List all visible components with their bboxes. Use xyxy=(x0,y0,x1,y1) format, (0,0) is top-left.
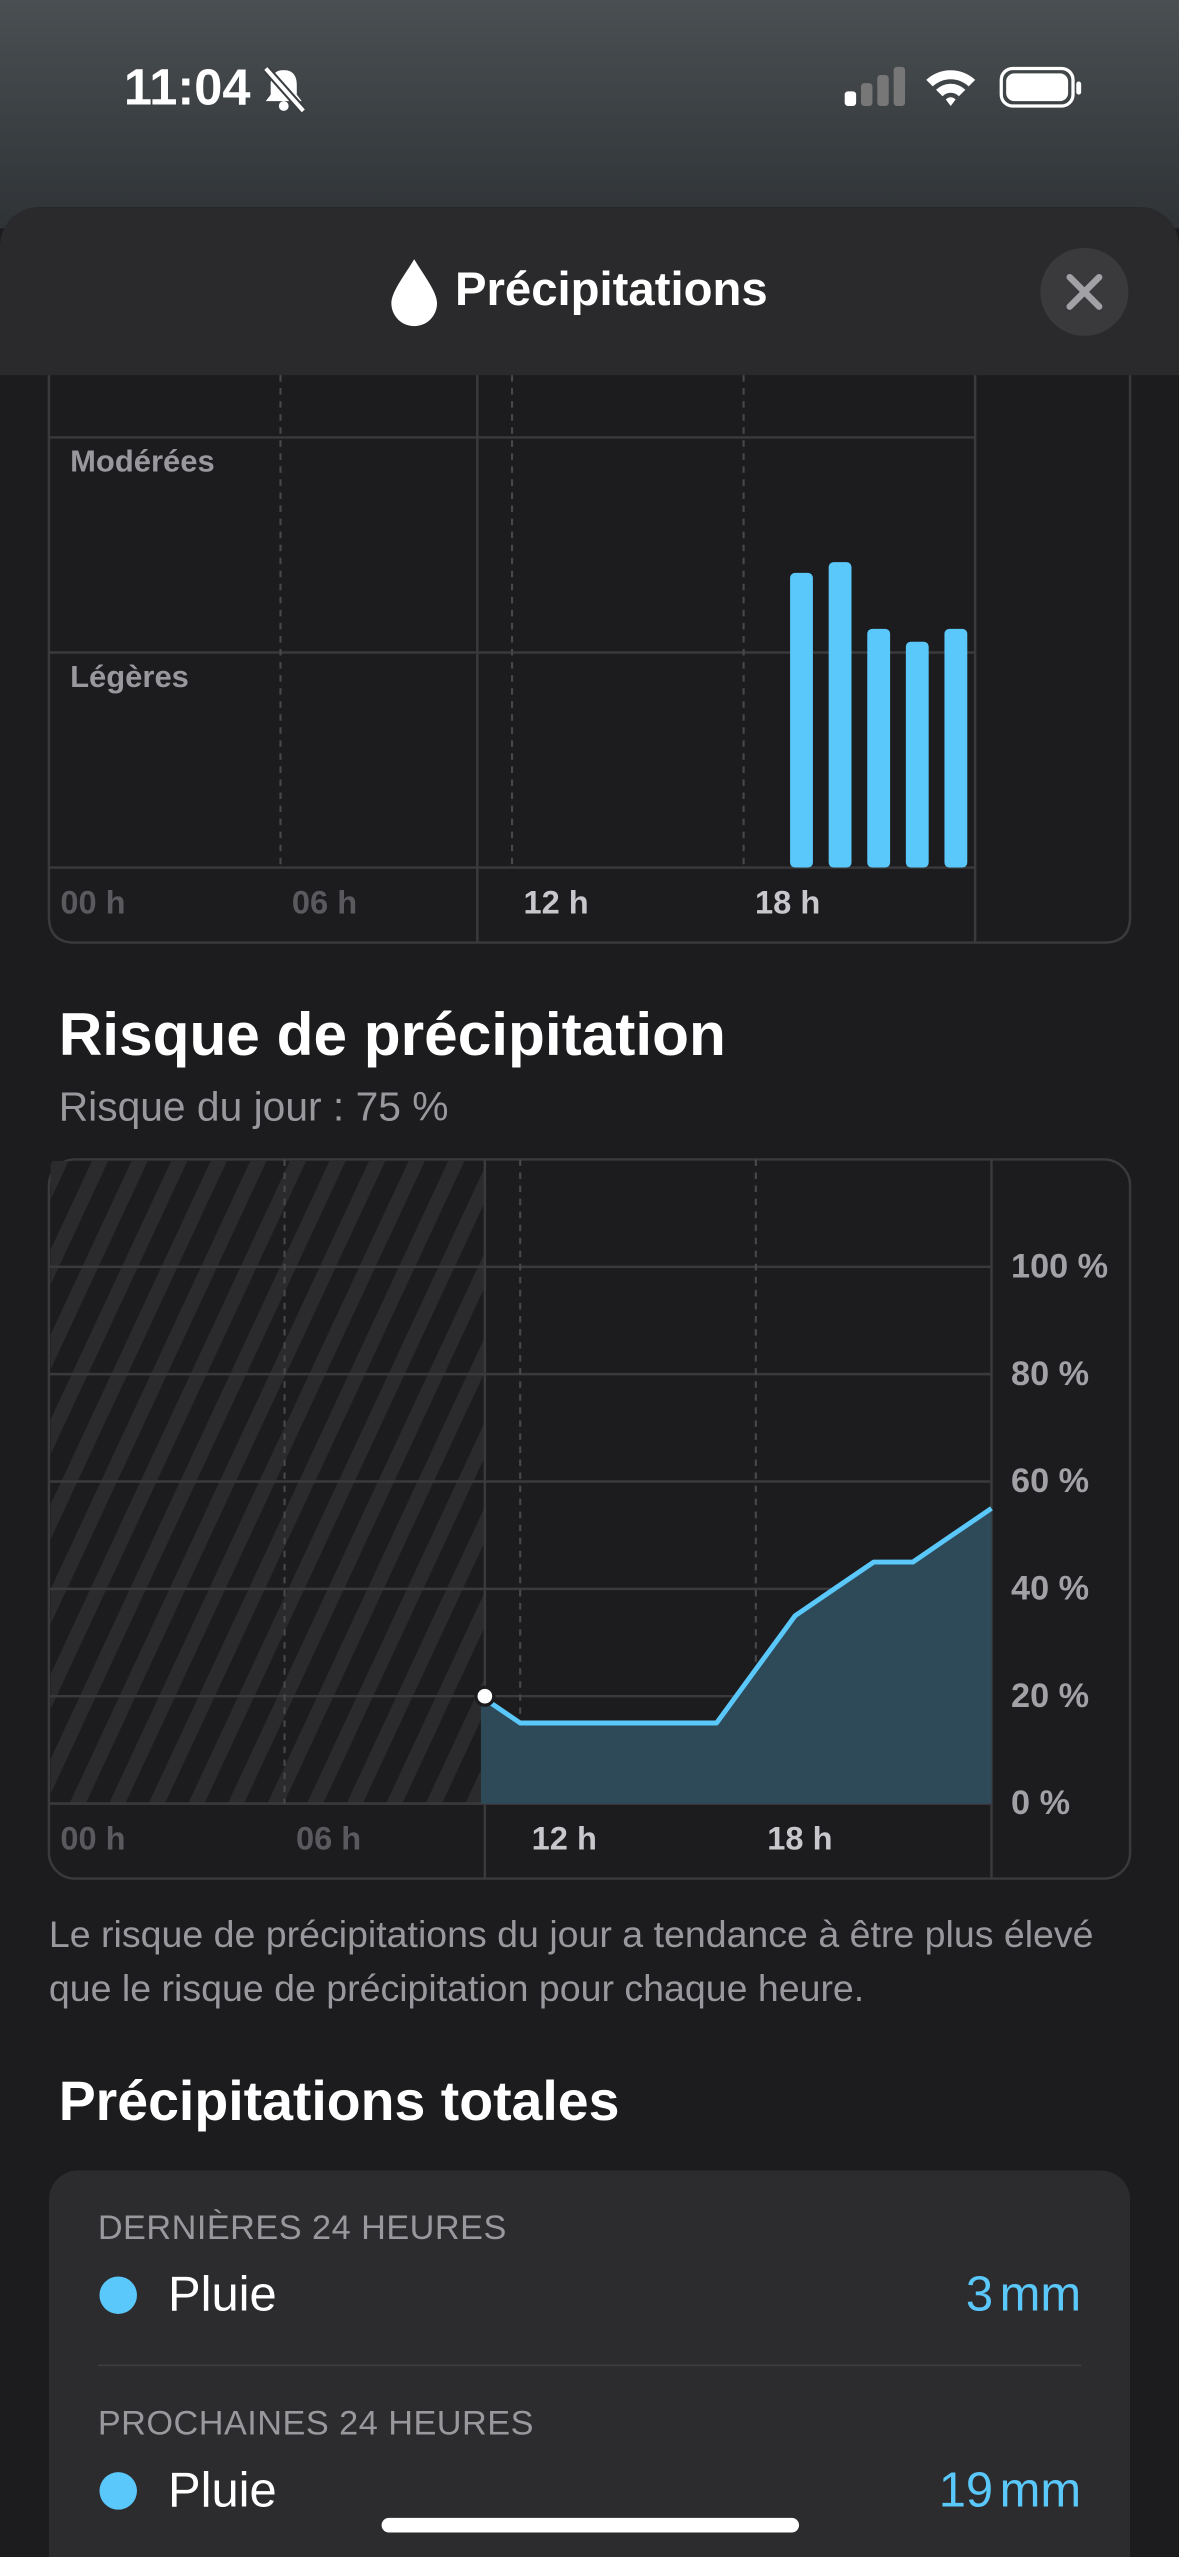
precip-type: Pluie xyxy=(167,2464,277,2518)
sheet-header xyxy=(0,207,1179,376)
close-button[interactable] xyxy=(1040,247,1129,336)
now-point xyxy=(474,1685,496,1707)
drop-icon xyxy=(391,259,438,327)
home-indicator xyxy=(381,2517,800,2533)
amount-value: 19 xyxy=(938,2464,994,2518)
bar xyxy=(944,628,968,868)
y-tick-label: 20 % xyxy=(1011,1677,1089,1715)
x-tick-label: 00 h xyxy=(60,1820,125,1857)
separator xyxy=(97,2364,1082,2367)
y-tick-label: 100 % xyxy=(1011,1247,1108,1285)
legend-dot xyxy=(99,2472,137,2510)
x-tick-label: 06 h xyxy=(292,884,357,921)
x-tick-label: 18 h xyxy=(767,1820,832,1857)
y-tick-label: Modérées xyxy=(70,444,215,479)
status-icons xyxy=(844,66,1082,108)
y-tick-label: 60 % xyxy=(1011,1462,1089,1500)
totals-title: Précipitations totales xyxy=(58,2071,620,2133)
bar xyxy=(905,641,929,868)
section-subtitle: Risque du jour : 75 % xyxy=(58,1084,449,1131)
section-title: Risque de précipitation xyxy=(58,1001,726,1069)
wallpaper xyxy=(0,0,1179,229)
x-tick-label: 18 h xyxy=(755,884,820,921)
x-tick-label: 12 h xyxy=(523,884,588,921)
period-label: DERNIÈRES 24 HEURES xyxy=(97,2209,507,2248)
y-tick-label: 80 % xyxy=(1011,1355,1089,1393)
clock: 11:04 xyxy=(123,58,251,116)
silent-icon xyxy=(262,65,307,114)
line xyxy=(479,1506,993,1726)
y-tick-label: 0 % xyxy=(1011,1784,1070,1822)
y-tick-label: 40 % xyxy=(1011,1570,1089,1608)
area xyxy=(480,1508,992,1804)
chart-frame xyxy=(47,1158,1132,1880)
amount: 3 mm xyxy=(966,2268,1081,2323)
x-tick-label: 06 h xyxy=(296,1820,361,1857)
bar xyxy=(790,572,813,868)
precip-type: Pluie xyxy=(167,2268,277,2323)
bar xyxy=(828,562,852,868)
x-tick-label: 12 h xyxy=(532,1820,597,1857)
sheet-title: Précipitations xyxy=(454,264,768,317)
x-tick-label: 00 h xyxy=(60,884,125,921)
amount-value: 3 xyxy=(965,2268,994,2323)
amount: 19 mm xyxy=(939,2464,1081,2519)
amount-unit: mm xyxy=(999,2464,1082,2518)
chart-frame xyxy=(47,375,1132,944)
legend-dot xyxy=(99,2276,137,2314)
bar xyxy=(867,628,891,868)
totals-card xyxy=(48,2170,1131,2557)
note: Le risque de précipitations du jour a te… xyxy=(48,1912,1094,2010)
period-label: PROCHAINES 24 HEURES xyxy=(97,2405,534,2443)
amount-unit: mm xyxy=(999,2268,1082,2323)
y-tick-label: Légères xyxy=(70,659,189,694)
